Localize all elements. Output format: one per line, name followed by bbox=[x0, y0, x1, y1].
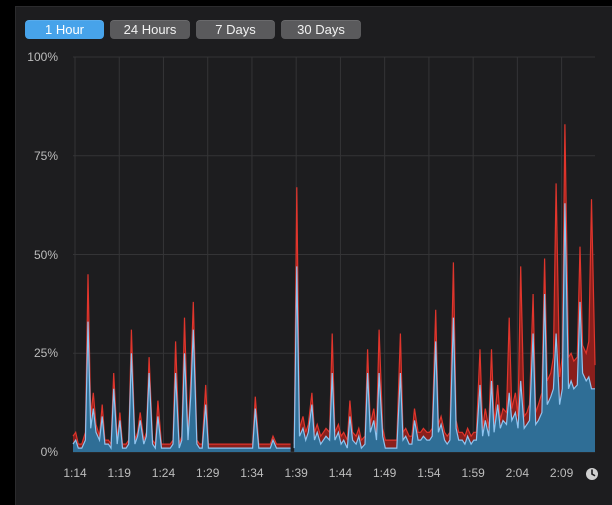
tab-30-days[interactable]: 30 Days bbox=[281, 20, 361, 39]
system-series-line bbox=[72, 274, 291, 447]
chart-areas bbox=[72, 124, 596, 452]
x-tick-label: 1:14 bbox=[63, 466, 87, 480]
system-series-line bbox=[293, 124, 596, 445]
x-tick-label: 1:29 bbox=[196, 466, 220, 480]
x-tick-label: 2:04 bbox=[505, 466, 530, 480]
x-tick-label: 1:54 bbox=[417, 466, 441, 480]
time-range-tabs: 1 Hour 24 Hours 7 Days 30 Days bbox=[25, 20, 361, 39]
user-series-line bbox=[293, 203, 595, 450]
x-tick-label: 1:24 bbox=[151, 466, 176, 480]
tab-7-days[interactable]: 7 Days bbox=[196, 20, 275, 39]
tab-24-hours[interactable]: 24 Hours bbox=[110, 20, 190, 39]
y-tick-label: 50% bbox=[33, 247, 58, 262]
user-series-area bbox=[294, 203, 595, 452]
clock-icon[interactable] bbox=[585, 467, 599, 481]
y-tick-label: 75% bbox=[33, 148, 58, 163]
x-tick-label: 1:19 bbox=[107, 466, 131, 480]
x-tick-label: 1:34 bbox=[240, 466, 264, 480]
x-tick-label: 1:59 bbox=[461, 466, 485, 480]
x-tick-label: 1:39 bbox=[284, 466, 308, 480]
y-tick-label: 25% bbox=[33, 346, 58, 361]
x-tick-label: 1:44 bbox=[328, 466, 353, 480]
tab-1-hour[interactable]: 1 Hour bbox=[25, 20, 104, 39]
user-series-line bbox=[72, 321, 291, 450]
system-series-area bbox=[294, 124, 595, 452]
y-tick-label: 0% bbox=[40, 445, 58, 459]
y-tick-label: 100% bbox=[27, 50, 58, 64]
user-series-area bbox=[73, 321, 291, 452]
x-tick-label: 2:09 bbox=[549, 466, 574, 480]
x-tick-label: 1:49 bbox=[372, 466, 397, 480]
